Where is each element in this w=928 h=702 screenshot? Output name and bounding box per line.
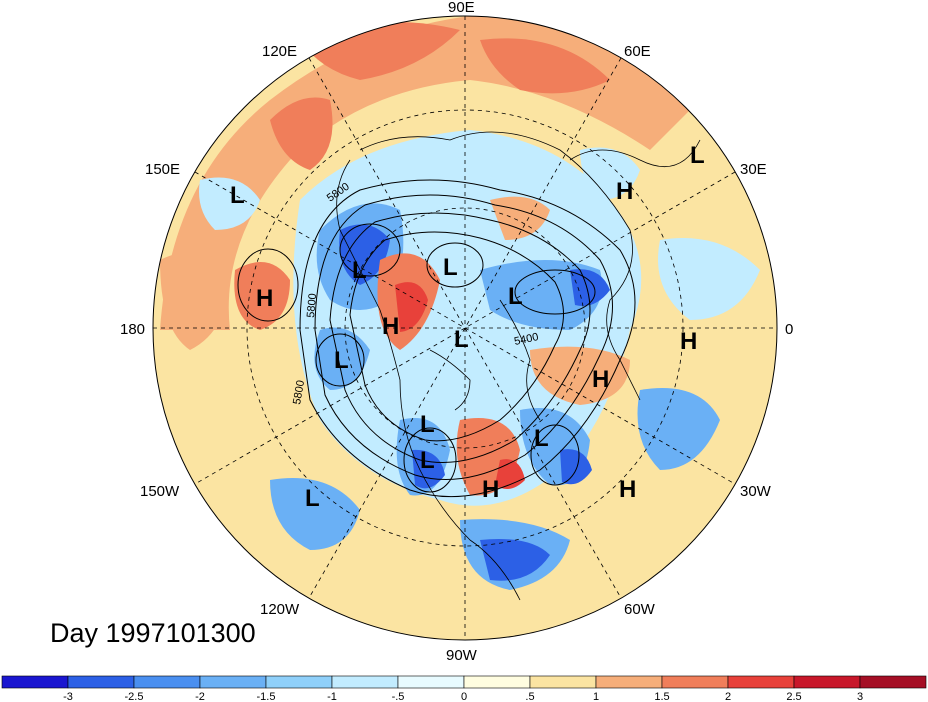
lon-label-120e: 120E <box>262 43 297 60</box>
low-label-northwest-pacific: L <box>305 485 320 512</box>
height-contours <box>237 179 636 498</box>
low-label-east-siberia: L <box>352 257 367 284</box>
colorbar-box <box>331 675 399 689</box>
contour-label-5800: 5800 <box>291 379 307 405</box>
low-label-north-siberia: L <box>443 254 458 281</box>
colorbar-tick-label: -2 <box>195 691 205 702</box>
lon-label-90e: 90E <box>448 0 475 16</box>
lon-label-150w: 150W <box>140 483 180 500</box>
colorbar-tick-label: 2.5 <box>786 691 801 702</box>
colorbar-tick-label: -1.5 <box>257 691 276 702</box>
colorbar-box <box>859 675 927 689</box>
colorbar-box <box>397 675 465 689</box>
lon-label-30e: 30E <box>740 161 767 178</box>
lon-label-0: 0 <box>785 321 793 338</box>
colorbar-box <box>727 675 795 689</box>
pressure-system-labels: L L H L L H L L L L H L H H L L L H H L <box>230 142 705 512</box>
graticule <box>153 16 777 640</box>
colorbar-box <box>463 675 531 689</box>
colorbar-tick-label: .5 <box>525 691 534 702</box>
colorbar-box <box>133 675 201 689</box>
colorbar-box <box>529 675 597 689</box>
colorbar-box <box>661 675 729 689</box>
colorbar-tick-label: 3 <box>857 691 863 702</box>
colorbar-tick-label: 1.5 <box>654 691 669 702</box>
lon-label-60e: 60E <box>624 43 651 60</box>
high-label-siberia-ridge: H <box>382 313 399 340</box>
lon-label-180: 180 <box>120 321 145 338</box>
colorbar-tick-label: -2.5 <box>125 691 144 702</box>
colorbar-tick-label: 0 <box>461 691 467 702</box>
colorbar-box <box>199 675 267 689</box>
high-label-north-pacific: H <box>256 285 273 312</box>
high-label-mid-atlantic: H <box>619 476 636 503</box>
colorbar-tick-label: 2 <box>725 691 731 702</box>
low-label-barents: L <box>690 142 705 169</box>
colorbar-tick-label: 1 <box>593 691 599 702</box>
low-label-ural: L <box>420 411 435 438</box>
low-label-arctic: L <box>508 283 523 310</box>
low-label-bering: L <box>334 347 349 374</box>
high-label-scandinavia: H <box>616 178 633 205</box>
map-border <box>152 15 778 641</box>
colorbar-box <box>1 675 69 689</box>
date-label: Day 1997101300 <box>50 618 256 648</box>
colorbar-tick-label: -1 <box>327 691 337 702</box>
low-label-pole: L <box>454 326 469 353</box>
colorbar-box <box>67 675 135 689</box>
lon-label-90w: 90W <box>446 647 478 664</box>
colorbar-box <box>595 675 663 689</box>
low-label-hudson: L <box>534 425 549 452</box>
coastlines <box>336 131 701 601</box>
colorbar: -3 -2.5 -2 -1.5 -1 -.5 0 .5 1 1.5 2 2.5 3 <box>1 675 927 702</box>
contour-label-5400: 5400 <box>513 331 539 348</box>
contour-label-5800: 5800 <box>305 293 319 318</box>
low-label-alaska-pacific: L <box>230 182 245 209</box>
colorbar-tick-label: -.5 <box>392 691 405 702</box>
lon-label-150e: 150E <box>145 161 180 178</box>
high-label-great-lakes: H <box>482 476 499 503</box>
lon-label-30w: 30W <box>740 483 772 500</box>
longitude-labels: 90E 60E 30E 0 30W 60W 90W 120W 150W 180 … <box>120 0 793 664</box>
low-label-north-america: L <box>420 447 435 474</box>
colorbar-tick-label: -3 <box>63 691 73 702</box>
high-label-atlantic: H <box>592 366 609 393</box>
lon-label-120w: 120W <box>260 601 300 618</box>
lon-label-60w: 60W <box>624 601 656 618</box>
high-label-west-europe: H <box>680 328 697 355</box>
colorbar-box <box>265 675 333 689</box>
colorbar-box <box>793 675 861 689</box>
